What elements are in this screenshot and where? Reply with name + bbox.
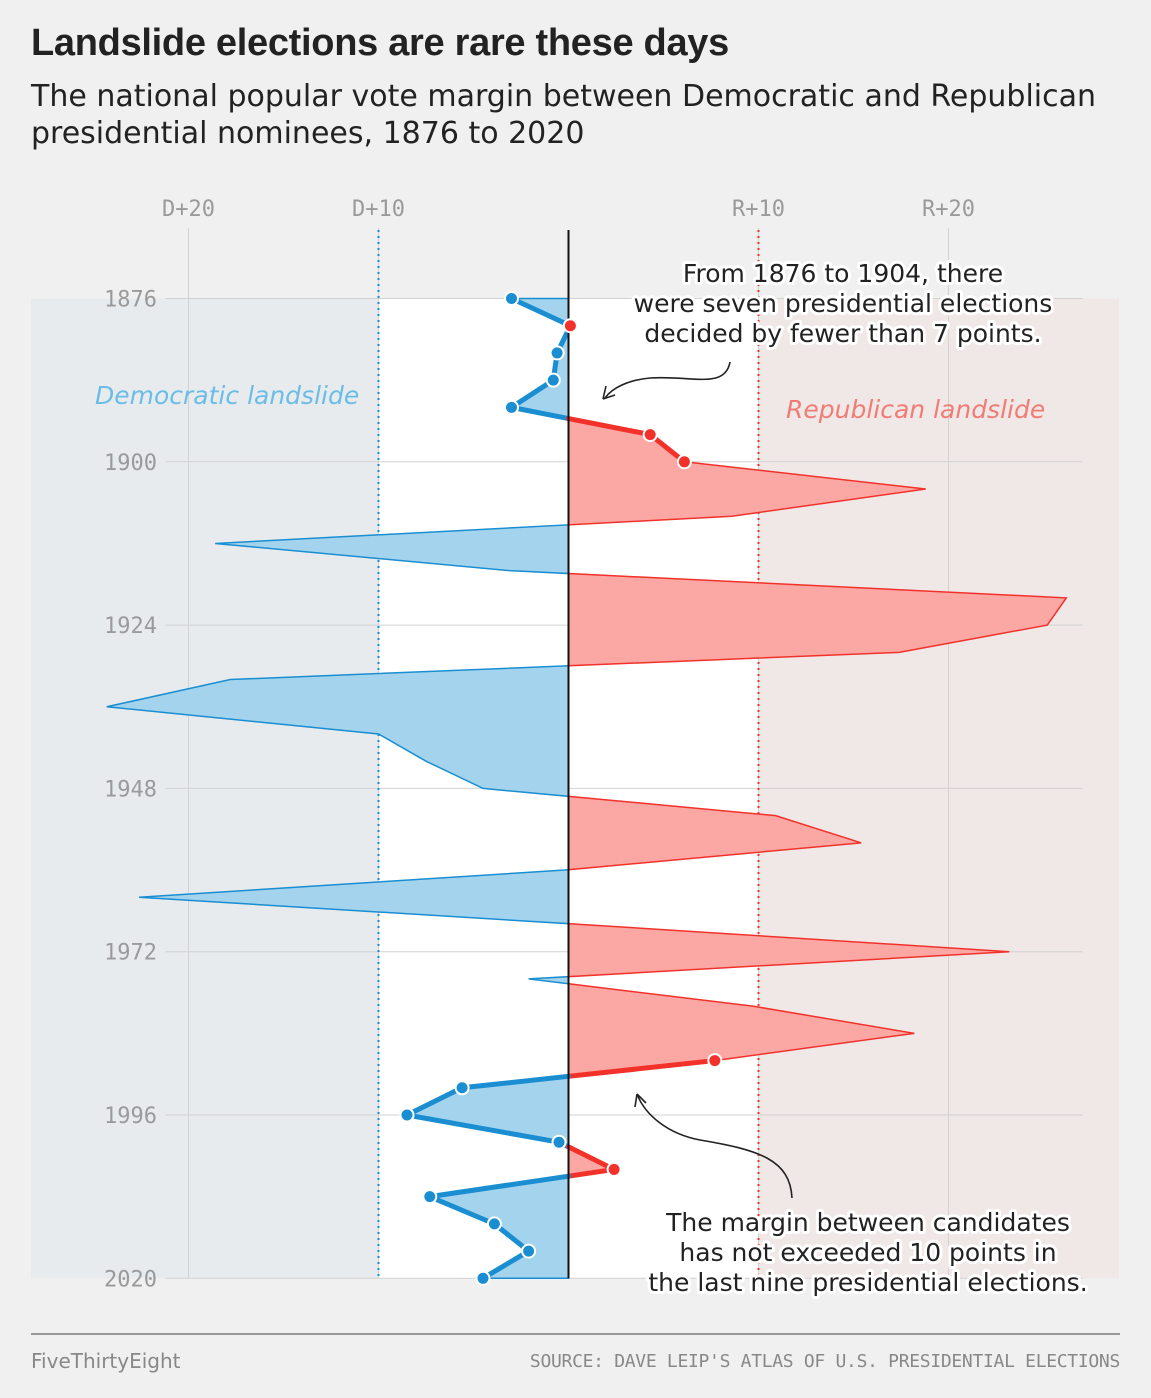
source-label: SOURCE: DAVE LEIP'S ATLAS OF U.S. PRESID… — [530, 1351, 1120, 1372]
democratic-point — [505, 401, 518, 414]
republican-point — [708, 1054, 721, 1067]
annotation-line: has not exceeded 10 points in — [679, 1238, 1056, 1267]
margin-chart: D+20 D+10 R+10 R+20 1876 1900 1924 1948 1972 1996… — [0, 0, 1151, 1330]
y-tick-label: 1948 — [104, 777, 157, 802]
republican-point — [564, 319, 577, 332]
democratic-point — [456, 1081, 469, 1094]
y-tick-label: 1876 — [104, 288, 157, 313]
x-tick-label: R+20 — [922, 197, 975, 222]
y-tick-label: 1972 — [104, 941, 157, 966]
democratic-point — [423, 1190, 436, 1203]
x-tick-label: D+20 — [162, 197, 215, 222]
annotation-line: The margin between candidates — [665, 1208, 1070, 1237]
democratic-point — [551, 346, 564, 359]
y-tick-label: 1996 — [104, 1104, 157, 1129]
annotation-line: were seven presidential elections — [634, 289, 1053, 318]
annotation-line: the last nine presidential elections. — [648, 1268, 1087, 1297]
x-tick-label: R+10 — [732, 197, 785, 222]
democratic-point — [553, 1136, 566, 1149]
democratic-point — [547, 374, 560, 387]
y-tick-label: 2020 — [104, 1267, 157, 1292]
democratic-point — [488, 1217, 501, 1230]
annotation-line: From 1876 to 1904, there — [683, 259, 1003, 288]
republican-point — [644, 428, 657, 441]
x-tick-label: D+10 — [352, 197, 405, 222]
y-tick-label: 1924 — [104, 614, 157, 639]
democratic-point — [505, 292, 518, 305]
republican-landslide-label: Republican landslide — [786, 395, 1045, 424]
y-tick-label: 1900 — [104, 451, 157, 476]
annotation-line: decided by fewer than 7 points. — [644, 319, 1041, 348]
brand-label: FiveThirtyEight — [31, 1349, 181, 1373]
republican-point — [608, 1163, 621, 1176]
democratic-landslide-label: Democratic landslide — [95, 381, 359, 410]
democratic-point — [522, 1245, 535, 1258]
democratic-point — [401, 1109, 414, 1122]
republican-point — [678, 455, 691, 468]
democratic-point — [477, 1272, 490, 1285]
footer-divider — [31, 1333, 1120, 1335]
